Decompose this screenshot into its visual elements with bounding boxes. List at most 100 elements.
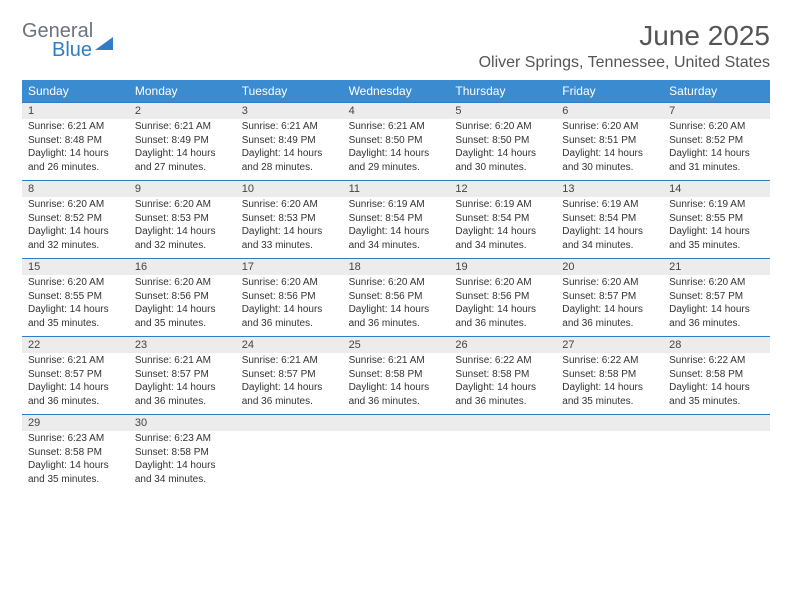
calendar-day-cell: 15Sunrise: 6:20 AMSunset: 8:55 PMDayligh…	[22, 258, 129, 336]
weekday-header: Wednesday	[343, 80, 450, 102]
calendar-day-cell: 22Sunrise: 6:21 AMSunset: 8:57 PMDayligh…	[22, 336, 129, 414]
calendar-day-cell: 1Sunrise: 6:21 AMSunset: 8:48 PMDaylight…	[22, 102, 129, 180]
day-number: 12	[449, 181, 556, 197]
day-number: 4	[343, 103, 450, 119]
day-number: 3	[236, 103, 343, 119]
day-detail: Sunrise: 6:23 AMSunset: 8:58 PMDaylight:…	[22, 431, 129, 492]
day-detail: Sunrise: 6:22 AMSunset: 8:58 PMDaylight:…	[449, 353, 556, 414]
calendar-day-cell: 5Sunrise: 6:20 AMSunset: 8:50 PMDaylight…	[449, 102, 556, 180]
calendar-day-cell: 6Sunrise: 6:20 AMSunset: 8:51 PMDaylight…	[556, 102, 663, 180]
logo: General Blue	[22, 20, 113, 62]
weekday-header: Friday	[556, 80, 663, 102]
calendar-day-cell: 27Sunrise: 6:22 AMSunset: 8:58 PMDayligh…	[556, 336, 663, 414]
weekday-header: Sunday	[22, 80, 129, 102]
day-number: 5	[449, 103, 556, 119]
calendar-grid: SundayMondayTuesdayWednesdayThursdayFrid…	[22, 80, 770, 492]
day-number-empty	[663, 415, 770, 431]
day-number: 18	[343, 259, 450, 275]
calendar-day-cell: 14Sunrise: 6:19 AMSunset: 8:55 PMDayligh…	[663, 180, 770, 258]
day-detail: Sunrise: 6:21 AMSunset: 8:48 PMDaylight:…	[22, 119, 129, 180]
day-number: 21	[663, 259, 770, 275]
day-detail: Sunrise: 6:20 AMSunset: 8:56 PMDaylight:…	[343, 275, 450, 336]
day-detail: Sunrise: 6:20 AMSunset: 8:53 PMDaylight:…	[236, 197, 343, 258]
day-number: 9	[129, 181, 236, 197]
calendar-day-cell: 25Sunrise: 6:21 AMSunset: 8:58 PMDayligh…	[343, 336, 450, 414]
header-right: June 2025 Oliver Springs, Tennessee, Uni…	[479, 20, 770, 72]
calendar-day-cell: 11Sunrise: 6:19 AMSunset: 8:54 PMDayligh…	[343, 180, 450, 258]
day-detail: Sunrise: 6:21 AMSunset: 8:58 PMDaylight:…	[343, 353, 450, 414]
day-detail: Sunrise: 6:19 AMSunset: 8:55 PMDaylight:…	[663, 197, 770, 258]
day-detail: Sunrise: 6:19 AMSunset: 8:54 PMDaylight:…	[343, 197, 450, 258]
calendar-day-cell: 16Sunrise: 6:20 AMSunset: 8:56 PMDayligh…	[129, 258, 236, 336]
day-number: 17	[236, 259, 343, 275]
day-detail: Sunrise: 6:20 AMSunset: 8:52 PMDaylight:…	[22, 197, 129, 258]
day-number: 27	[556, 337, 663, 353]
day-detail: Sunrise: 6:20 AMSunset: 8:52 PMDaylight:…	[663, 119, 770, 180]
calendar-day-cell: 20Sunrise: 6:20 AMSunset: 8:57 PMDayligh…	[556, 258, 663, 336]
day-number: 1	[22, 103, 129, 119]
day-number: 7	[663, 103, 770, 119]
day-detail: Sunrise: 6:21 AMSunset: 8:57 PMDaylight:…	[129, 353, 236, 414]
calendar-empty-cell	[663, 414, 770, 492]
weekday-header: Thursday	[449, 80, 556, 102]
calendar-day-cell: 21Sunrise: 6:20 AMSunset: 8:57 PMDayligh…	[663, 258, 770, 336]
day-detail: Sunrise: 6:21 AMSunset: 8:49 PMDaylight:…	[129, 119, 236, 180]
day-number: 8	[22, 181, 129, 197]
day-number: 26	[449, 337, 556, 353]
calendar-day-cell: 29Sunrise: 6:23 AMSunset: 8:58 PMDayligh…	[22, 414, 129, 492]
day-number: 25	[343, 337, 450, 353]
calendar-day-cell: 7Sunrise: 6:20 AMSunset: 8:52 PMDaylight…	[663, 102, 770, 180]
day-detail: Sunrise: 6:21 AMSunset: 8:49 PMDaylight:…	[236, 119, 343, 180]
calendar-day-cell: 8Sunrise: 6:20 AMSunset: 8:52 PMDaylight…	[22, 180, 129, 258]
calendar-day-cell: 13Sunrise: 6:19 AMSunset: 8:54 PMDayligh…	[556, 180, 663, 258]
day-detail: Sunrise: 6:22 AMSunset: 8:58 PMDaylight:…	[556, 353, 663, 414]
day-number: 30	[129, 415, 236, 431]
day-detail: Sunrise: 6:21 AMSunset: 8:57 PMDaylight:…	[22, 353, 129, 414]
calendar-empty-cell	[449, 414, 556, 492]
day-detail: Sunrise: 6:19 AMSunset: 8:54 PMDaylight:…	[449, 197, 556, 258]
day-number: 20	[556, 259, 663, 275]
weekday-header: Tuesday	[236, 80, 343, 102]
header: General Blue June 2025 Oliver Springs, T…	[22, 20, 770, 72]
weekday-header: Monday	[129, 80, 236, 102]
day-number: 11	[343, 181, 450, 197]
calendar-day-cell: 19Sunrise: 6:20 AMSunset: 8:56 PMDayligh…	[449, 258, 556, 336]
day-number: 2	[129, 103, 236, 119]
day-number: 6	[556, 103, 663, 119]
day-number: 16	[129, 259, 236, 275]
day-detail: Sunrise: 6:19 AMSunset: 8:54 PMDaylight:…	[556, 197, 663, 258]
calendar-empty-cell	[556, 414, 663, 492]
day-detail: Sunrise: 6:20 AMSunset: 8:50 PMDaylight:…	[449, 119, 556, 180]
day-number-empty	[236, 415, 343, 431]
logo-word-blue: Blue	[52, 39, 93, 62]
calendar-day-cell: 3Sunrise: 6:21 AMSunset: 8:49 PMDaylight…	[236, 102, 343, 180]
calendar-day-cell: 9Sunrise: 6:20 AMSunset: 8:53 PMDaylight…	[129, 180, 236, 258]
calendar-day-cell: 12Sunrise: 6:19 AMSunset: 8:54 PMDayligh…	[449, 180, 556, 258]
day-detail: Sunrise: 6:20 AMSunset: 8:56 PMDaylight:…	[449, 275, 556, 336]
day-detail: Sunrise: 6:21 AMSunset: 8:50 PMDaylight:…	[343, 119, 450, 180]
weekday-header: Saturday	[663, 80, 770, 102]
calendar-day-cell: 26Sunrise: 6:22 AMSunset: 8:58 PMDayligh…	[449, 336, 556, 414]
calendar-day-cell: 28Sunrise: 6:22 AMSunset: 8:58 PMDayligh…	[663, 336, 770, 414]
day-detail: Sunrise: 6:21 AMSunset: 8:57 PMDaylight:…	[236, 353, 343, 414]
day-detail: Sunrise: 6:20 AMSunset: 8:57 PMDaylight:…	[556, 275, 663, 336]
day-number: 19	[449, 259, 556, 275]
calendar-day-cell: 10Sunrise: 6:20 AMSunset: 8:53 PMDayligh…	[236, 180, 343, 258]
day-number: 24	[236, 337, 343, 353]
day-number: 28	[663, 337, 770, 353]
day-number-empty	[556, 415, 663, 431]
calendar-empty-cell	[343, 414, 450, 492]
day-number: 29	[22, 415, 129, 431]
logo-triangle-icon	[95, 37, 113, 50]
day-detail: Sunrise: 6:22 AMSunset: 8:58 PMDaylight:…	[663, 353, 770, 414]
day-number: 15	[22, 259, 129, 275]
day-number: 23	[129, 337, 236, 353]
location-subtitle: Oliver Springs, Tennessee, United States	[479, 54, 770, 72]
day-detail: Sunrise: 6:23 AMSunset: 8:58 PMDaylight:…	[129, 431, 236, 492]
day-number: 13	[556, 181, 663, 197]
calendar-day-cell: 2Sunrise: 6:21 AMSunset: 8:49 PMDaylight…	[129, 102, 236, 180]
calendar-day-cell: 4Sunrise: 6:21 AMSunset: 8:50 PMDaylight…	[343, 102, 450, 180]
calendar-day-cell: 23Sunrise: 6:21 AMSunset: 8:57 PMDayligh…	[129, 336, 236, 414]
page-title: June 2025	[479, 20, 770, 52]
day-detail: Sunrise: 6:20 AMSunset: 8:56 PMDaylight:…	[236, 275, 343, 336]
